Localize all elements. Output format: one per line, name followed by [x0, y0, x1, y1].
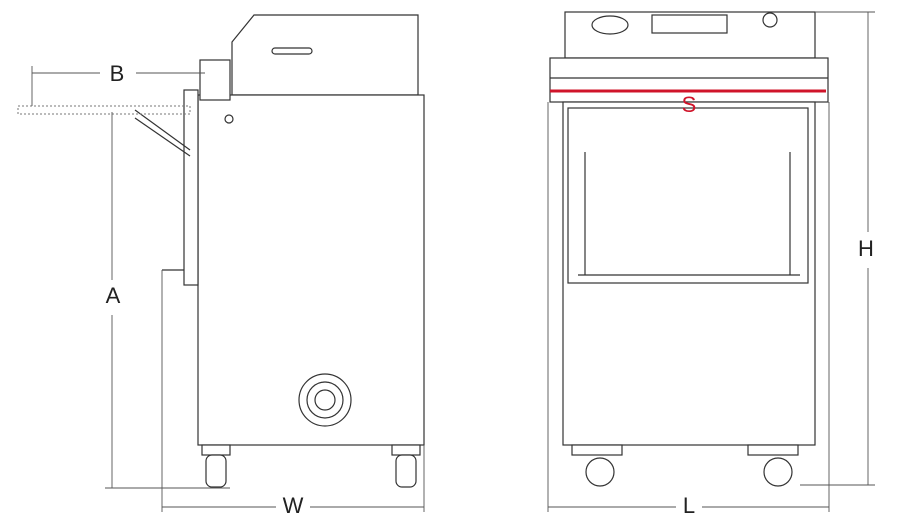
handle	[271, 47, 313, 55]
arm	[134, 117, 191, 157]
button	[762, 12, 778, 28]
caster	[395, 454, 417, 488]
caster-mount	[571, 444, 623, 456]
gauge	[591, 15, 629, 35]
dim-label: L	[683, 493, 695, 518]
side-dimensions: B A W	[31, 61, 425, 518]
arm	[134, 109, 191, 151]
dim-label: W	[283, 493, 304, 518]
caster-mount	[391, 444, 421, 456]
cabinet	[197, 94, 425, 446]
front-panel	[183, 89, 199, 286]
dim-label: H	[858, 236, 874, 261]
dim-label: S	[682, 92, 697, 117]
display	[651, 14, 728, 34]
fan	[306, 381, 344, 419]
tray	[17, 105, 191, 115]
hood	[231, 14, 419, 96]
seal-head	[199, 59, 231, 101]
seal-bar	[549, 57, 829, 103]
caster	[585, 457, 615, 487]
caster-mount	[201, 444, 231, 456]
caster-mount	[747, 444, 799, 456]
dim-label: A	[106, 283, 121, 308]
knob	[224, 114, 234, 124]
side-view	[17, 14, 425, 488]
fan	[314, 389, 336, 411]
dim-label: B	[110, 61, 125, 86]
window	[567, 107, 809, 284]
front-dimensions: S L H	[547, 11, 875, 518]
caster	[763, 457, 793, 487]
fan	[298, 373, 352, 427]
caster	[205, 454, 227, 488]
front-view	[549, 11, 829, 487]
